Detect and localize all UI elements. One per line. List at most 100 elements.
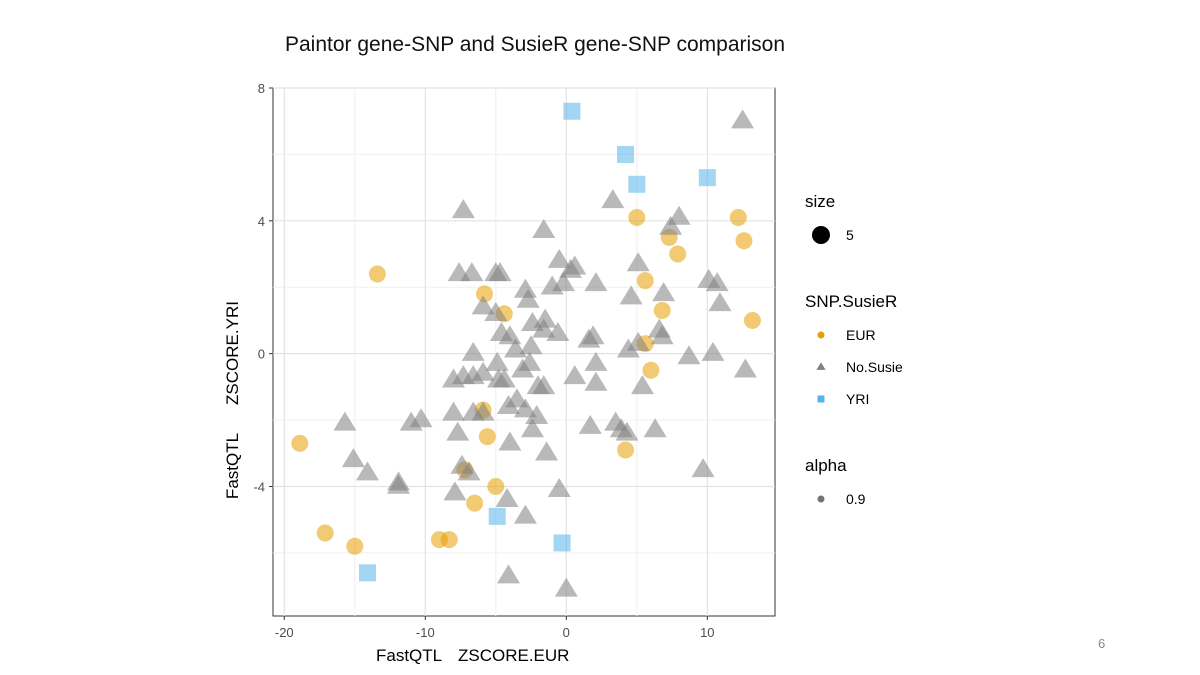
data-point-no-susie bbox=[460, 262, 484, 282]
legend-key-yri bbox=[817, 395, 825, 403]
data-point-no-susie bbox=[496, 564, 520, 584]
data-point-no-susie bbox=[485, 351, 509, 371]
data-point-no-susie bbox=[511, 358, 535, 378]
data-point-no-susie bbox=[451, 199, 475, 219]
data-point-no-susie bbox=[484, 302, 508, 322]
data-point-eur bbox=[617, 441, 635, 459]
x-tick-label: 0 bbox=[563, 625, 570, 640]
data-point-eur bbox=[653, 301, 671, 319]
data-point-eur bbox=[487, 477, 505, 495]
data-points bbox=[291, 102, 761, 597]
data-point-no-susie bbox=[446, 421, 470, 441]
y-tick-label: -4 bbox=[253, 479, 265, 494]
data-point-eur bbox=[729, 209, 747, 227]
data-point-eur bbox=[628, 209, 646, 227]
data-point-yri bbox=[617, 145, 635, 163]
x-axis-label: ZSCORE.EUR bbox=[458, 646, 569, 665]
data-point-no-susie bbox=[471, 401, 495, 421]
axes: -20 -10 0 10 -4 0 4 8 bbox=[253, 81, 714, 640]
y-axis-label: ZSCORE.YRI bbox=[223, 301, 242, 405]
legend: size 5 SNP.SusieR EUR No.Susie YRI alpha 0.9 bbox=[805, 192, 903, 507]
data-point-no-susie bbox=[355, 461, 379, 481]
data-point-no-susie bbox=[457, 461, 481, 481]
data-point-no-susie bbox=[626, 252, 650, 272]
page-number: 6 bbox=[1098, 636, 1106, 651]
data-point-eur bbox=[478, 428, 496, 446]
data-point-no-susie bbox=[471, 295, 495, 315]
data-point-no-susie bbox=[471, 361, 495, 381]
x-tick-label: 10 bbox=[700, 625, 714, 640]
data-point-yri bbox=[488, 507, 506, 525]
data-point-no-susie bbox=[677, 345, 701, 365]
data-point-no-susie bbox=[708, 292, 732, 312]
data-point-no-susie bbox=[652, 282, 676, 302]
data-point-eur bbox=[316, 524, 334, 542]
legend-title: size bbox=[805, 192, 835, 211]
data-point-no-susie bbox=[533, 308, 557, 328]
x-tick-label: -10 bbox=[416, 625, 435, 640]
data-point-no-susie bbox=[705, 272, 729, 292]
data-point-no-susie bbox=[546, 321, 570, 341]
legend-key-5 bbox=[812, 226, 830, 244]
data-point-no-susie bbox=[667, 205, 691, 225]
data-point-eur bbox=[642, 361, 660, 379]
y-tick-label: 4 bbox=[258, 214, 265, 229]
data-point-no-susie bbox=[577, 328, 601, 348]
legend-key-0-9 bbox=[817, 495, 825, 503]
legend-label: YRI bbox=[846, 391, 869, 407]
data-point-no-susie bbox=[443, 481, 467, 501]
data-point-eur bbox=[476, 285, 494, 303]
data-point-yri bbox=[698, 169, 716, 187]
legend-label: EUR bbox=[846, 327, 876, 343]
data-point-no-susie bbox=[399, 411, 423, 431]
data-point-no-susie bbox=[630, 375, 654, 395]
x-tick-label: -20 bbox=[275, 625, 294, 640]
data-point-no-susie bbox=[520, 311, 544, 331]
data-point-eur bbox=[440, 531, 458, 549]
data-point-no-susie bbox=[496, 395, 520, 415]
data-point-no-susie bbox=[513, 398, 537, 418]
data-point-no-susie bbox=[516, 288, 540, 308]
data-point-no-susie bbox=[535, 441, 559, 461]
data-point-eur bbox=[368, 265, 386, 283]
data-point-no-susie bbox=[540, 275, 564, 295]
data-point-no-susie bbox=[584, 272, 608, 292]
data-point-no-susie bbox=[387, 474, 410, 494]
data-point-no-susie bbox=[701, 341, 725, 361]
data-point-eur bbox=[669, 245, 687, 263]
data-point-no-susie bbox=[495, 487, 519, 507]
data-point-eur bbox=[346, 537, 364, 555]
data-point-no-susie bbox=[733, 358, 757, 378]
data-point-no-susie bbox=[341, 448, 365, 468]
data-point-no-susie bbox=[584, 371, 608, 391]
data-point-no-susie bbox=[525, 404, 549, 424]
data-point-no-susie bbox=[559, 258, 583, 278]
data-point-eur bbox=[636, 272, 654, 290]
x-axis-label-prefix: FastQTL bbox=[376, 646, 442, 665]
data-point-no-susie bbox=[333, 411, 357, 431]
data-point-no-susie bbox=[492, 368, 516, 388]
data-point-no-susie bbox=[498, 431, 522, 451]
data-point-no-susie bbox=[547, 248, 571, 268]
legend-label: 0.9 bbox=[846, 491, 866, 507]
data-point-no-susie bbox=[731, 109, 755, 129]
data-point-eur bbox=[466, 494, 484, 512]
data-point-no-susie bbox=[650, 325, 674, 345]
data-point-no-susie bbox=[619, 285, 643, 305]
chart-title: Paintor gene-SNP and SusieR gene-SNP com… bbox=[285, 33, 786, 56]
data-point-no-susie bbox=[659, 215, 683, 235]
legend-title: SNP.SusieR bbox=[805, 292, 897, 311]
data-point-yri bbox=[553, 534, 571, 552]
data-point-no-susie bbox=[461, 341, 485, 361]
legend-key-no-susie bbox=[816, 362, 826, 370]
legend-title: alpha bbox=[805, 456, 847, 475]
data-point-no-susie bbox=[532, 375, 556, 395]
data-point-no-susie bbox=[578, 414, 602, 434]
data-point-no-susie bbox=[519, 335, 543, 355]
data-point-no-susie bbox=[584, 351, 608, 371]
legend-label: No.Susie bbox=[846, 359, 903, 375]
data-point-no-susie bbox=[615, 421, 639, 441]
data-point-no-susie bbox=[441, 401, 465, 421]
data-point-eur bbox=[291, 434, 309, 452]
